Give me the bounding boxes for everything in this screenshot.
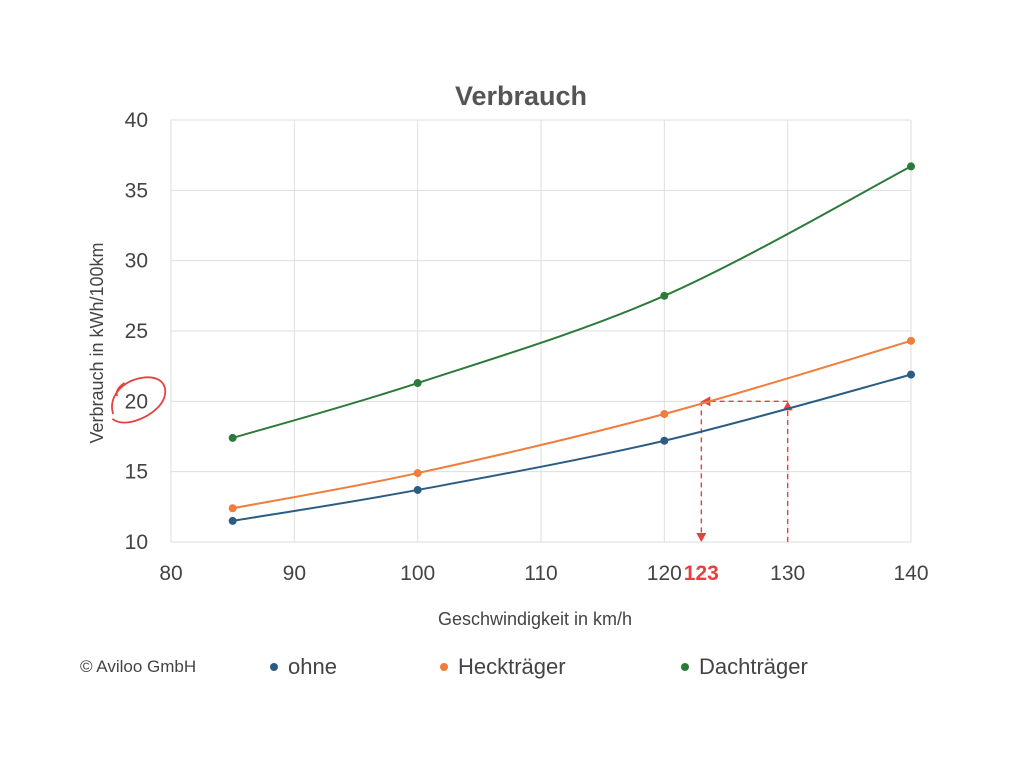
point-ohne-120 (660, 436, 669, 445)
series (228, 162, 915, 525)
point-ohne-140 (907, 370, 915, 379)
x-tick-label-120: 120 (647, 562, 682, 585)
x-tick-label-140: 140 (893, 562, 928, 585)
copyright: © Aviloo GmbH (80, 657, 197, 676)
legend-item-heckträger: Heckträger (440, 652, 566, 682)
grid (170, 119, 912, 543)
x-axis-label: Geschwindigkeit in km/h (438, 609, 632, 629)
x-tick-label-110: 110 (524, 562, 557, 585)
y-tick-label-10: 10 (125, 531, 148, 554)
x-tick-label-130: 130 (770, 562, 805, 585)
point-heckträger-100 (413, 469, 422, 478)
legend-item-dachträger: Dachträger (681, 652, 808, 682)
y-tick-label-30: 30 (125, 250, 148, 273)
point-ohne-85 (228, 516, 237, 525)
x-tick-label-80: 80 (159, 562, 182, 585)
highlight-circle (111, 376, 167, 424)
point-ohne-100 (413, 485, 422, 494)
legend-marker-dachträger (681, 663, 689, 671)
legend-label-dachträger: Dachträger (699, 654, 808, 679)
annotations: 123 (111, 376, 793, 585)
legend-marker-heckträger (440, 663, 448, 671)
point-heckträger-140 (907, 336, 915, 345)
x-tick-label-90: 90 (283, 562, 306, 585)
y-tick-label-15: 15 (125, 461, 148, 484)
point-heckträger-85 (228, 504, 237, 513)
point-dachträger-140 (907, 162, 915, 171)
point-dachträger-100 (413, 379, 422, 388)
legend-item-ohne: ohne (270, 652, 337, 682)
legend-marker-ohne (270, 663, 278, 671)
callout-value-label: 123 (684, 562, 719, 585)
series-line-dachträger (232, 165, 912, 439)
legend-label-heckträger: Heckträger (458, 654, 566, 679)
y-tick-label-20: 20 (125, 390, 148, 413)
series-line-heckträger (232, 339, 912, 510)
tick-labels: 10 15 20 25 30 35 40 80 90 100 110 120 130 140 (125, 109, 929, 585)
y-tick-label-40: 40 (125, 109, 148, 132)
callout-arrow-down (696, 533, 707, 542)
legend-label-ohne: ohne (288, 654, 337, 679)
legend-footer: © Aviloo GmbH ohne Heckträger Dachträger (0, 650, 1024, 686)
point-dachträger-85 (228, 433, 237, 442)
y-tick-label-25: 25 (125, 320, 148, 343)
chart-title: Verbrauch (455, 81, 587, 111)
point-dachträger-120 (660, 291, 669, 300)
x-tick-label-100: 100 (400, 562, 435, 585)
series-line-ohne (232, 373, 912, 522)
y-tick-label-35: 35 (125, 179, 148, 202)
callout-arrow-left (701, 396, 711, 407)
point-heckträger-120 (660, 409, 669, 418)
y-axis-label: Verbrauch in kWh/100km (87, 242, 107, 443)
chart: Verbrauch 10 15 20 25 30 35 40 80 90 100 110 120 130… (87, 81, 929, 629)
